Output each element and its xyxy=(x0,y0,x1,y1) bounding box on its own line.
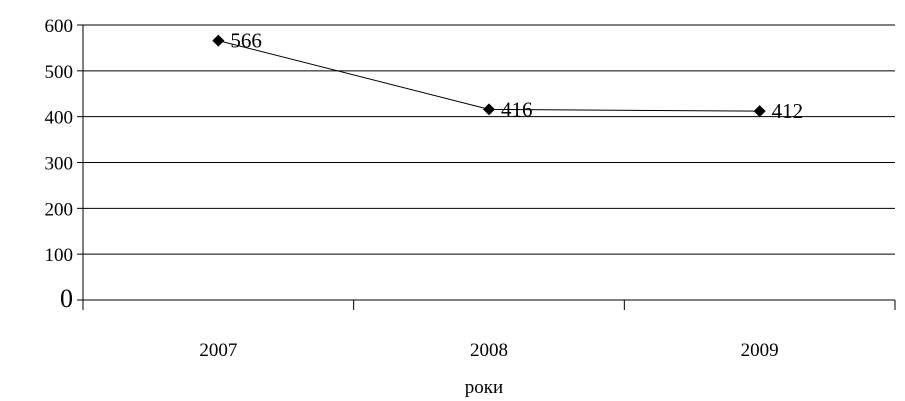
y-tick-label-600: 600 xyxy=(45,16,74,37)
y-tick-label-100: 100 xyxy=(45,245,74,266)
series-group xyxy=(212,34,766,118)
x-axis-title: роки xyxy=(465,377,503,398)
y-tick-label-0: 0 xyxy=(60,284,73,313)
x-tick-label-2008: 2008 xyxy=(470,340,508,361)
y-tick-label-500: 500 xyxy=(45,62,74,83)
y-tick-label-400: 400 xyxy=(45,108,74,129)
x-tick-label-2009: 2009 xyxy=(741,340,779,361)
data-point-2007 xyxy=(212,34,225,47)
data-point-2009 xyxy=(753,105,766,118)
data-labels: 566 416 412 xyxy=(230,29,803,124)
series-line-0 xyxy=(218,40,760,112)
y-tick-label-200: 200 xyxy=(45,199,74,220)
data-label-2009: 412 xyxy=(772,99,804,123)
x-axis-ticks: 2007 2008 2009 xyxy=(82,300,896,361)
data-point-2008 xyxy=(483,103,495,116)
x-tick-label-2007: 2007 xyxy=(199,340,237,361)
y-axis-ticks: 0 100 200 300 400 500 600 xyxy=(45,16,83,313)
data-label-2007: 566 xyxy=(230,29,261,53)
data-label-2008: 416 xyxy=(501,97,533,121)
y-tick-label-300: 300 xyxy=(45,154,74,175)
gridlines xyxy=(83,24,895,255)
